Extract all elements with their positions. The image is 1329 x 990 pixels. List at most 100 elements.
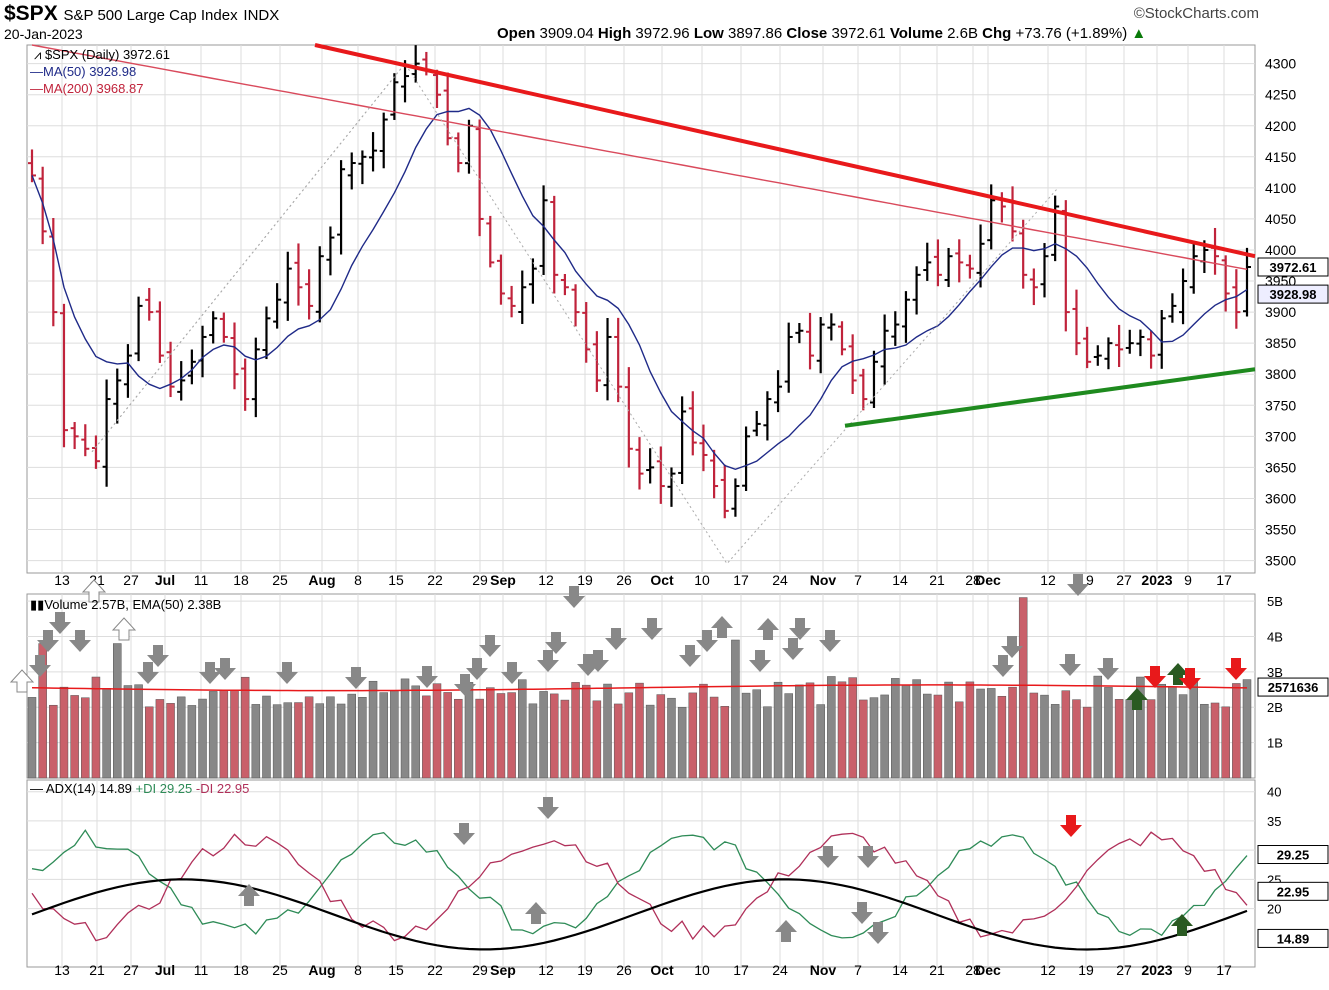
volume-bar [486,687,495,779]
brand-label: ©StockCharts.com [1133,5,1259,22]
volume-bar [1040,694,1049,779]
volume-bar [1061,690,1071,779]
volume-bar [368,680,378,779]
adx-legend-text: ADX(14) 14.89 [45,781,132,796]
volume-signal-down-arrow-icon [819,630,841,652]
panel-frame [26,44,1256,574]
volume-tick-label: 2B [1267,700,1283,715]
x-tick-label: 25 [272,962,288,978]
volume-signal-down-arrow-icon [1067,574,1089,596]
pdi-line [31,829,1248,939]
x-tick-label: Sep [490,962,516,978]
volume-bar [816,704,825,779]
x-tick-label: 24 [772,572,788,588]
x-tick-label: 15 [388,962,404,978]
volume-bar [123,685,133,779]
x-tick-label: 10 [694,572,710,588]
volume-signal-down-arrow-icon [416,666,438,688]
volume-bar [443,692,452,779]
volume-signal-down-arrow-icon [29,655,51,677]
volume-signal-down-arrow-icon [37,630,59,652]
volume-bar [1008,686,1017,779]
volume-bar [1146,699,1156,779]
x-tick-label: 19 [577,962,593,978]
volume-signal-down-arrow-icon [345,667,367,689]
x-tick-label: 7 [854,572,862,588]
volume-bar [400,678,410,779]
close-label: Close [786,25,828,42]
adx-signal-up-arrow-icon [238,884,260,906]
volume-bar [1232,683,1241,779]
volume-signal-down-arrow-icon [587,650,609,672]
x-tick-label: 11 [194,572,209,588]
ticker-symbol: $SPX [4,2,58,25]
x-tick-label: 26 [616,572,632,588]
volume-label: Volume [889,25,943,42]
x-tick-label: 25 [272,572,288,588]
pdi-tag: 29.25 [1277,848,1310,863]
volume-signal-down-arrow-icon [545,632,567,654]
panel-frame [26,779,1256,968]
volume-signal-down-arrow-icon [276,662,298,684]
volume-bar [965,681,975,779]
volume-bar [1029,692,1039,779]
x-tick-label: 29 [472,962,488,978]
price-tick-label: 4100 [1265,180,1296,196]
volume-bar [581,684,591,779]
chg-up-arrow-icon: ▲ [1131,25,1147,42]
volume-buy-arrow-icon [1126,688,1148,710]
volume-bar [1221,706,1230,779]
volume-bar [901,684,911,779]
volume-bar [656,694,666,779]
x-tick-label: 19 [1078,962,1094,978]
adx-tick-label: 35 [1267,814,1281,829]
volume-bar [752,689,761,779]
volume-bar [464,682,474,779]
x-tick-label: 8 [354,572,362,588]
price-legend: ⩘ $SPX (Daily) 3972.61 [34,47,170,62]
volume-bar [1168,686,1177,779]
volume-bar [571,682,580,779]
volume-bar [891,678,900,779]
price-tick-label: 3750 [1265,397,1296,413]
ma200-line [31,44,1248,270]
volume-signal-down-arrow-icon [577,654,599,676]
adx-signal-down-arrow-icon [453,823,475,845]
volume-signal-down-arrow-icon [749,650,771,672]
x-tick-label: 10 [694,962,710,978]
x-tick-label: 22 [427,962,443,978]
volume-bar [954,701,964,779]
x-tick-label: 27 [1116,572,1132,588]
pdi-legend-text: +DI 29.25 [135,781,193,796]
volume-bar [422,695,431,779]
volume-bar [208,691,218,779]
volume-bar [1093,675,1103,779]
volume-signal-down-arrow-icon [789,618,811,640]
x-tick-label: 18 [233,572,249,588]
volume-bar [240,676,250,779]
volume-bar [176,696,186,779]
resistance-trendline [314,43,1256,259]
volume-legend: ▮▮Volume 2.57B, EMA(50) 2.38B [30,597,222,612]
volume-bar [27,697,37,779]
volume-bar [805,682,815,779]
volume-bar [230,690,239,779]
price-legend-text: $SPX (Daily) 3972.61 [44,47,170,62]
price-tick-label: 3800 [1265,366,1296,382]
x-tick-label: 28 [965,962,981,978]
price-tick-label: 3500 [1265,553,1296,569]
volume-bar [688,692,698,779]
support-trendline [844,367,1256,428]
volume-sell-arrow-icon [1144,666,1166,688]
volume-bar [1018,597,1028,779]
volume-signal-down-arrow-icon [501,662,523,684]
x-tick-label: 19 [577,572,593,588]
volume-bar [741,692,751,779]
adx-signal-up-arrow-icon [775,920,797,942]
adx-tick-label: 20 [1267,902,1281,917]
volume-bar [475,698,484,779]
volume-signal-down-arrow-icon [199,662,221,684]
adx-signal-down-arrow-icon [537,797,559,819]
x-tick-label: 21 [929,572,945,588]
